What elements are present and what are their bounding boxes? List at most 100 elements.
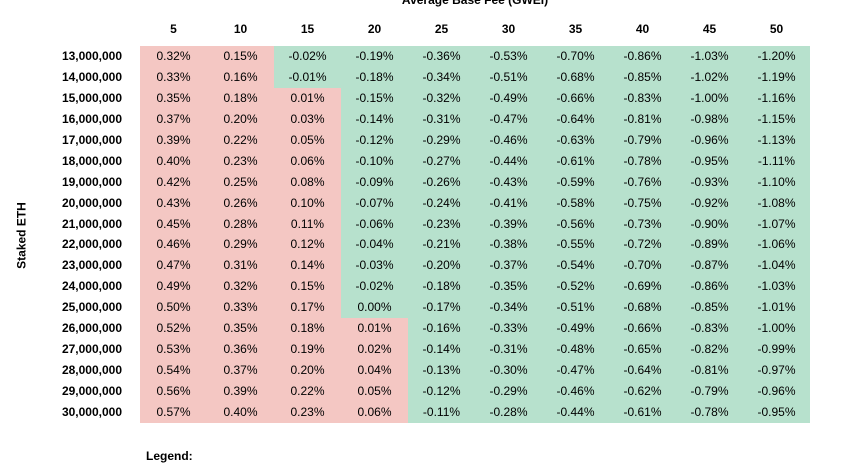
table-cell: 0.06%: [341, 401, 408, 424]
row-header: 13,000,000: [61, 49, 122, 63]
table-cell: -1.00%: [676, 87, 743, 110]
column-header: 45: [702, 22, 717, 36]
table-cell: 0.39%: [207, 381, 274, 403]
table-cell: -0.34%: [408, 66, 475, 89]
table-cell: -0.68%: [542, 66, 609, 89]
table-cell: 0.32%: [207, 276, 274, 298]
table-cell: 0.15%: [274, 276, 341, 298]
table-cell: -0.38%: [475, 234, 542, 256]
table-cell: -0.21%: [408, 234, 475, 256]
table-cell: 0.16%: [207, 66, 274, 89]
table-cell: -0.54%: [542, 255, 609, 277]
table-cell: -0.95%: [743, 401, 810, 424]
table-cell: 0.29%: [207, 234, 274, 256]
table-cell: -0.13%: [408, 360, 475, 382]
table-cell: 0.40%: [207, 401, 274, 424]
table-cell: 0.14%: [274, 255, 341, 277]
table-cell: -0.86%: [609, 46, 676, 68]
table-cell: -1.06%: [743, 234, 810, 256]
table-cell: 0.01%: [341, 318, 408, 340]
table-cell: 0.28%: [207, 213, 274, 235]
table-cell: -0.56%: [542, 213, 609, 235]
table-cell: 0.54%: [140, 360, 207, 382]
table-cell: -0.75%: [609, 192, 676, 215]
table-cell: 0.01%: [274, 87, 341, 110]
table-cell: -0.68%: [609, 297, 676, 319]
table-cell: -1.15%: [743, 108, 810, 131]
table-cell: 0.03%: [274, 108, 341, 131]
table-cell: 0.35%: [207, 318, 274, 340]
table-cell: -0.78%: [609, 150, 676, 173]
table-cell: -1.11%: [743, 150, 810, 173]
table-cell: -0.64%: [609, 360, 676, 382]
table-cell: 0.25%: [207, 171, 274, 194]
table-cell: 0.35%: [140, 87, 207, 110]
table-cell: -1.02%: [676, 66, 743, 89]
row-header: 24,000,000: [61, 279, 122, 294]
table-cell: -0.70%: [609, 255, 676, 277]
column-header: 5: [170, 22, 177, 36]
table-cell: -0.15%: [341, 87, 408, 110]
table-cell: -0.61%: [542, 150, 609, 173]
table-cell: -0.18%: [408, 276, 475, 298]
table-cell: -0.16%: [408, 318, 475, 340]
row-header: 27,000,000: [61, 342, 122, 357]
table-cell: 0.04%: [341, 360, 408, 382]
table-cell: -0.41%: [475, 192, 542, 215]
table-cell: 0.50%: [140, 297, 207, 319]
table-cell: -0.10%: [341, 150, 408, 173]
table-cell: 0.20%: [207, 108, 274, 131]
table-cell: -0.87%: [676, 255, 743, 277]
table-cell: -0.43%: [475, 171, 542, 194]
column-header: 15: [300, 22, 315, 36]
table-title: Average Base Fee (GWEI): [401, 0, 549, 7]
table-cell: -0.12%: [408, 381, 475, 403]
table-cell: -0.44%: [475, 150, 542, 173]
table-cell: -0.61%: [609, 401, 676, 424]
table-cell: -1.08%: [743, 192, 810, 215]
table-cell: -0.99%: [743, 339, 810, 361]
table-cell: -0.83%: [609, 87, 676, 110]
table-cell: -0.14%: [341, 108, 408, 131]
table-cell: 0.00%: [341, 297, 408, 319]
column-header: 30: [501, 22, 516, 36]
table-cell: -0.98%: [676, 108, 743, 131]
table-cell: 0.23%: [274, 401, 341, 424]
table-cell: -0.47%: [542, 360, 609, 382]
table-cell: 0.45%: [140, 213, 207, 235]
table-cell: 0.46%: [140, 234, 207, 256]
table-cell: -1.13%: [743, 129, 810, 152]
table-cell: -0.07%: [341, 192, 408, 215]
table-cell: 0.37%: [140, 108, 207, 131]
row-header: 15,000,000: [61, 90, 122, 105]
column-header: 25: [434, 22, 449, 36]
table-cell: -0.81%: [609, 108, 676, 131]
table-cell: 0.42%: [140, 171, 207, 194]
table-cell: 0.40%: [140, 150, 207, 173]
table-cell: 0.53%: [140, 339, 207, 361]
table-cell: 0.43%: [140, 192, 207, 215]
row-header: 30,000,000: [61, 404, 122, 419]
column-header: 10: [233, 22, 248, 36]
table-cell: -0.26%: [408, 171, 475, 194]
table-cell: -0.69%: [609, 276, 676, 298]
table-cell: -0.85%: [676, 297, 743, 319]
table-cell: 0.22%: [207, 129, 274, 152]
table-cell: -0.19%: [341, 46, 408, 68]
column-header: 20: [367, 22, 382, 36]
legend-label: Legend:: [146, 449, 193, 463]
table-cell: -0.49%: [475, 87, 542, 110]
table-cell: -0.66%: [542, 87, 609, 110]
table-cell: -0.72%: [609, 234, 676, 256]
table-cell: -0.24%: [408, 192, 475, 215]
table-cell: -0.86%: [676, 276, 743, 298]
table-cell: 0.26%: [207, 192, 274, 215]
table-cell: -1.00%: [743, 318, 810, 340]
table-cell: -0.64%: [542, 108, 609, 131]
table-cell: -0.51%: [542, 297, 609, 319]
table-cell: -0.33%: [475, 318, 542, 340]
table-cell: -0.04%: [341, 234, 408, 256]
table-cell: 0.18%: [207, 87, 274, 110]
table-cell: -0.36%: [408, 46, 475, 68]
table-cell: -0.18%: [341, 66, 408, 89]
